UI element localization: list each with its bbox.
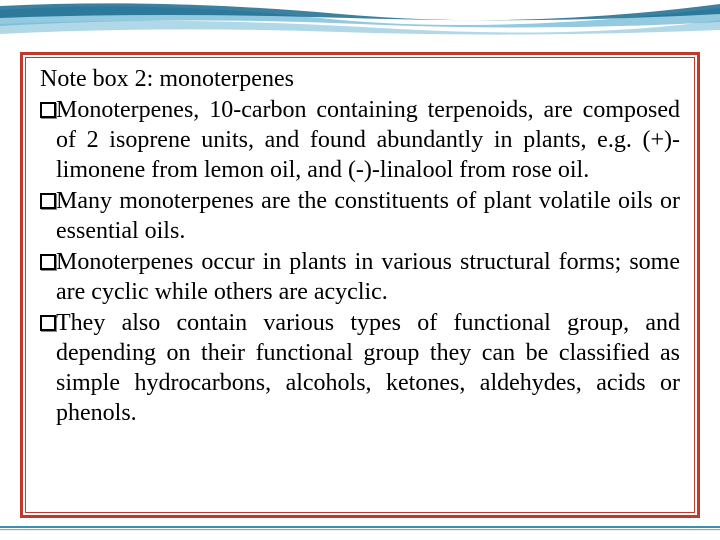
square-bullet-icon xyxy=(40,102,56,118)
note-box-outer: Note box 2: monoterpenes Monoterpenes, 1… xyxy=(20,52,700,518)
bullet-text: Many monoterpenes are the constituents o… xyxy=(56,186,680,246)
bullet-item: They also contain various types of funct… xyxy=(40,308,680,428)
note-box-inner: Note box 2: monoterpenes Monoterpenes, 1… xyxy=(25,57,695,513)
bullet-text: Monoterpenes occur in plants in various … xyxy=(56,247,680,307)
square-bullet-icon xyxy=(40,254,56,270)
bullet-item: Monoterpenes, 10-carbon containing terpe… xyxy=(40,95,680,185)
bottom-rule-decoration xyxy=(0,526,720,532)
bullet-list: Monoterpenes, 10-carbon containing terpe… xyxy=(40,95,680,428)
bullet-text: They also contain various types of funct… xyxy=(56,308,680,428)
square-bullet-icon xyxy=(40,193,56,209)
note-box-title: Note box 2: monoterpenes xyxy=(40,66,680,93)
bullet-item: Monoterpenes occur in plants in various … xyxy=(40,247,680,307)
square-bullet-icon xyxy=(40,315,56,331)
top-wave-decoration xyxy=(0,0,720,48)
bullet-item: Many monoterpenes are the constituents o… xyxy=(40,186,680,246)
bullet-text: Monoterpenes, 10-carbon containing terpe… xyxy=(56,95,680,185)
